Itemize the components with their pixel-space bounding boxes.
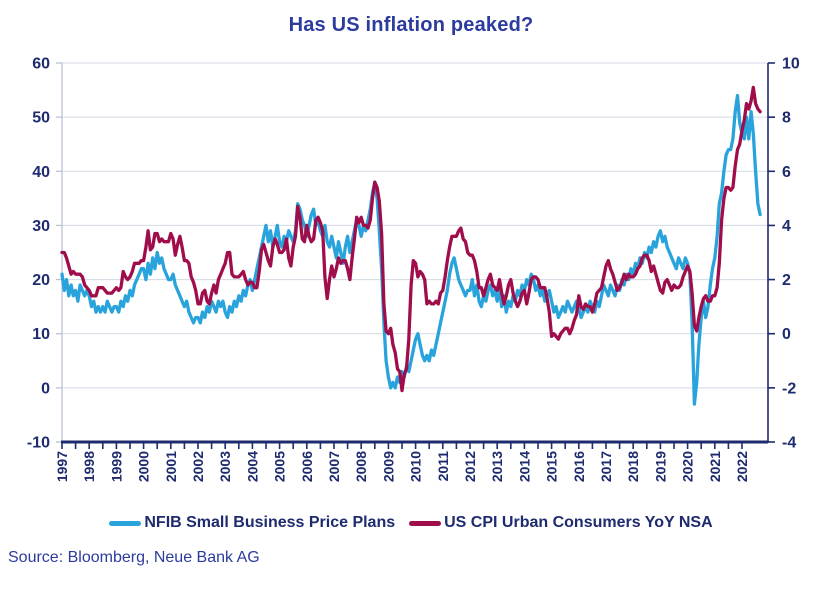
legend-label-nfib: NFIB Small Business Price Plans	[144, 514, 396, 531]
x-axis-tick-label: 2016	[571, 451, 587, 482]
x-axis-tick-label: 2006	[299, 451, 315, 482]
cpi-line-swatch-icon	[409, 520, 442, 526]
y-axis-right-tick-label: 6	[782, 164, 791, 181]
y-axis-left-tick-label: 20	[32, 272, 50, 289]
nfib-series-line	[60, 93, 762, 406]
chart-legend: NFIB Small Business Price Plans US CPI U…	[0, 514, 822, 532]
x-axis-tick-label: 1997	[54, 451, 70, 482]
cpi-series-line	[60, 85, 762, 393]
x-axis-tick-label: 2002	[190, 451, 206, 482]
y-axis-right-tick-label: 0	[782, 326, 791, 343]
y-axis-right-tick-label: -2	[782, 380, 796, 397]
y-axis-right-tick-label: 8	[782, 110, 791, 127]
chart-title: Has US inflation peaked?	[288, 14, 534, 36]
nfib-line-swatch-icon	[109, 520, 142, 526]
y-axis-left-tick-label: 0	[41, 380, 50, 397]
x-axis-tick-label: 2019	[652, 451, 668, 482]
x-axis-tick-label: 2020	[680, 451, 696, 482]
legend-item-cpi: US CPI Urban Consumers YoY NSA	[409, 514, 713, 532]
x-axis-tick-label: 2010	[408, 451, 424, 482]
x-axis-tick-label: 2000	[136, 451, 152, 482]
x-axis-tick-label: 2018	[625, 451, 641, 482]
x-axis-tick-label: 1999	[108, 451, 124, 482]
x-axis-tick-label: 2021	[707, 451, 723, 482]
y-axis-left-tick-label: 10	[32, 326, 50, 343]
x-axis-tick-label: 2008	[353, 451, 369, 482]
x-axis-tick-label: 2015	[544, 451, 560, 482]
x-axis-tick-label: 2011	[435, 451, 451, 482]
y-axis-left-tick-label: 30	[32, 218, 50, 235]
x-axis-tick-label: 2001	[163, 451, 179, 482]
y-axis-right-tick-label: -4	[782, 435, 796, 452]
y-axis-left-tick-label: 60	[32, 56, 50, 73]
x-axis-tick-label: 2009	[380, 451, 396, 482]
y-axis-left-tick-label: 50	[32, 110, 50, 127]
y-axis-right-tick-label: 10	[782, 56, 800, 73]
x-axis-tick-label: 2012	[462, 451, 478, 482]
x-axis-tick-label: 2005	[272, 451, 288, 482]
y-axis-right-tick-label: 4	[782, 218, 791, 235]
x-axis-tick-label: 2003	[217, 451, 233, 482]
x-axis-tick-label: 2017	[598, 451, 614, 482]
y-axis-left-tick-label: -10	[27, 435, 50, 452]
y-axis-left-tick-label: 40	[32, 164, 50, 181]
legend-label-cpi: US CPI Urban Consumers YoY NSA	[444, 514, 713, 531]
legend-item-nfib: NFIB Small Business Price Plans	[109, 514, 395, 532]
x-axis-tick-label: 2022	[734, 451, 750, 482]
x-axis-tick-label: 2004	[244, 451, 260, 482]
x-axis-tick-label: 2014	[516, 451, 532, 482]
source-note: Source: Bloomberg, Neue Bank AG	[8, 549, 260, 566]
y-axis-right-tick-label: 2	[782, 272, 791, 289]
x-axis-tick-label: 1998	[81, 451, 97, 482]
x-axis-tick-label: 2007	[326, 451, 342, 482]
x-axis-tick-label: 2013	[489, 451, 505, 482]
